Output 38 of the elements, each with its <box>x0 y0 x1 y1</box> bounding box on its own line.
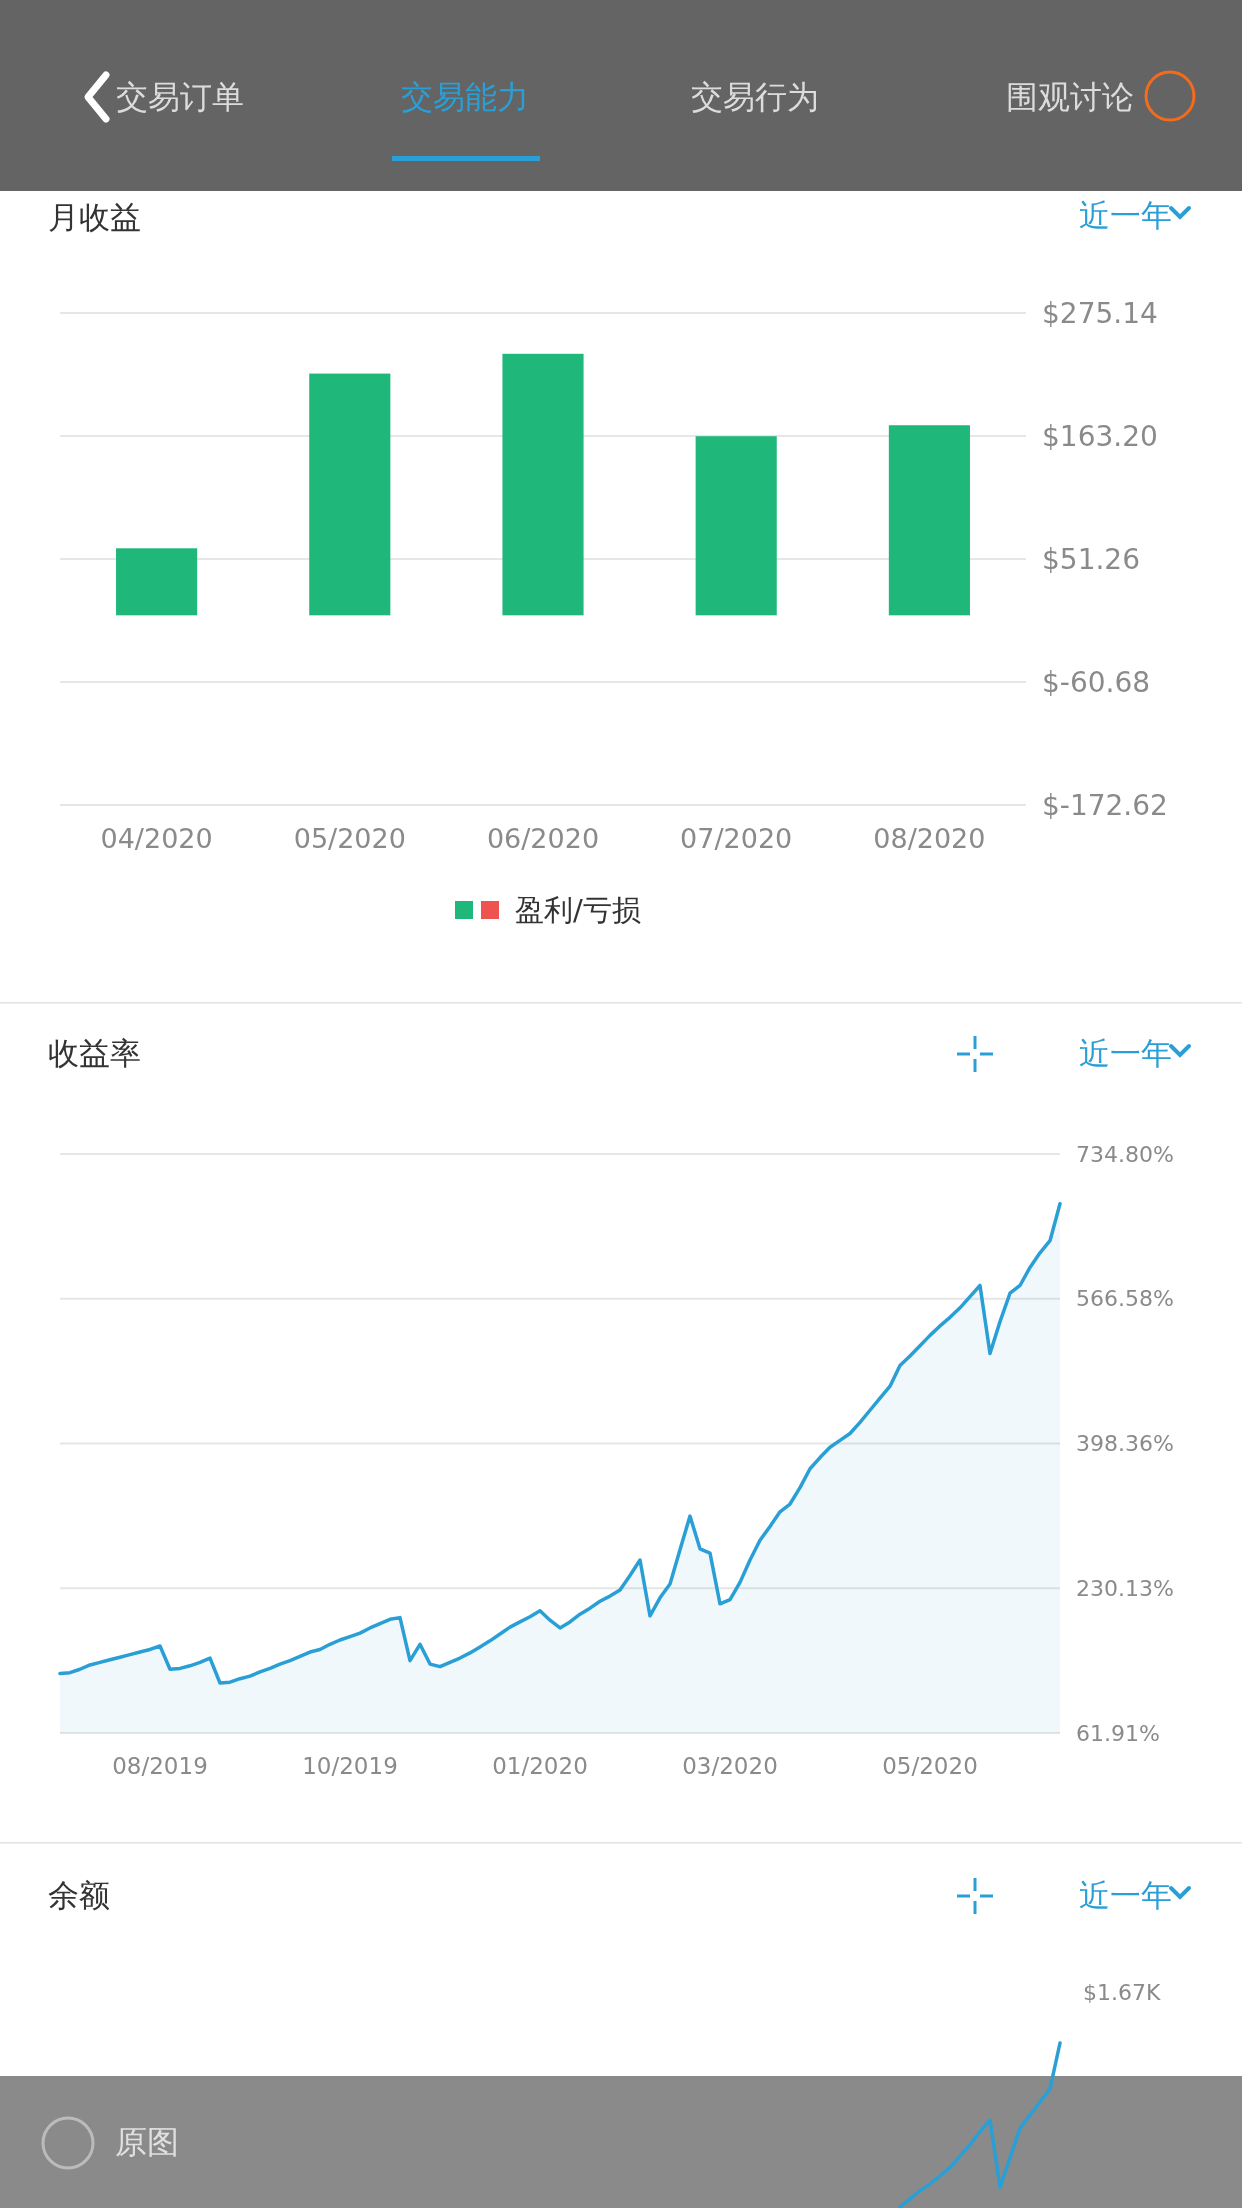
annotation: 原图 <box>115 2123 179 2161</box>
x-tick-label: 08/2019 <box>112 1753 208 1779</box>
y-tick-label: $-60.68 <box>1042 665 1151 699</box>
bar <box>695 436 777 616</box>
text: 盈利/亏损 <box>515 893 641 928</box>
text: 交易行为 <box>691 78 819 116</box>
chart-title: 收益率 <box>48 1035 141 1071</box>
y-tick-label: 230.13% <box>1076 1575 1174 1601</box>
y-tick-label: 61.91% <box>1076 1720 1160 1746</box>
y-tick-label: $-172.62 <box>1042 788 1168 822</box>
text: $1.67K <box>1083 1979 1161 2005</box>
text: 交易能力 <box>401 78 529 116</box>
y-tick-label: 734.80% <box>1076 1141 1174 1167</box>
bar <box>309 373 391 616</box>
text: 近一年 <box>1079 1877 1172 1913</box>
text: 近一年 <box>1079 1035 1172 1071</box>
text: 近一年 <box>1079 197 1172 233</box>
x-tick-label: 04/2020 <box>100 823 213 854</box>
bar <box>888 425 970 616</box>
text: 围观讨论 <box>1006 78 1134 116</box>
y-tick-label: 398.36% <box>1076 1431 1174 1457</box>
x-tick-label: 03/2020 <box>682 1753 778 1779</box>
x-tick-label: 06/2020 <box>486 823 600 854</box>
chart-title: 余额 <box>48 1877 110 1913</box>
chart-title: 月收益 <box>48 199 141 235</box>
x-tick-label: 10/2019 <box>302 1753 398 1779</box>
x-tick-label: 05/2020 <box>882 1753 978 1779</box>
x-tick-label: 07/2020 <box>680 823 793 854</box>
x-tick-label: 01/2020 <box>492 1753 588 1779</box>
text: 交易订单 <box>116 78 244 116</box>
y-tick-label: 566.58% <box>1076 1286 1174 1312</box>
y-tick-label: $51.26 <box>1042 542 1140 576</box>
bar <box>116 548 198 616</box>
y-tick-label: $163.20 <box>1042 419 1158 453</box>
x-tick-label: 05/2020 <box>293 823 406 854</box>
y-tick-label: $275.14 <box>1042 296 1158 330</box>
x-tick-label: 08/2020 <box>873 823 986 854</box>
bar <box>502 353 584 616</box>
